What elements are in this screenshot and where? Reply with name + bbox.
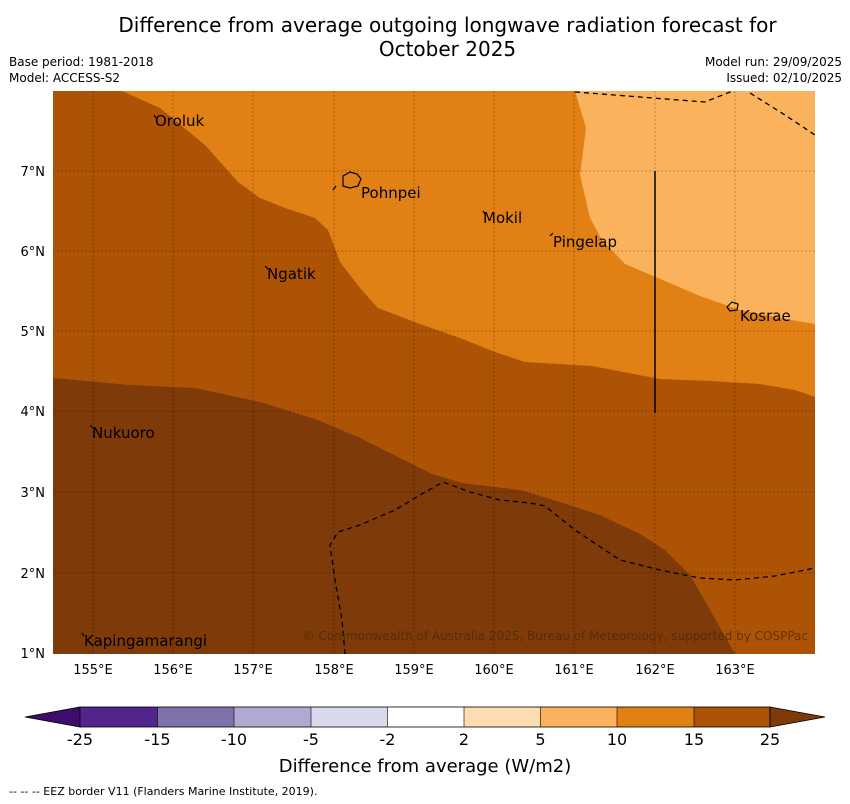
colorbar: -25 -15 -10 -5 -2 2 5 10 15 25 Differenc… xyxy=(24,706,826,777)
title-line-1: Difference from average outgoing longwav… xyxy=(118,13,777,37)
copyright-notice: © Commonwealth of Australia 2025, Bureau… xyxy=(303,629,808,643)
pohnpei-reef xyxy=(332,185,337,191)
lon-tick: 155°E xyxy=(73,663,113,678)
colorbar-segment xyxy=(464,707,541,727)
lon-tick: 156°E xyxy=(153,663,193,678)
map-panel: Oroluk Pohnpei Mokil Pingelap Ngatik Kos… xyxy=(53,91,815,654)
pingelap-atoll xyxy=(549,232,554,237)
place-ngatik: Ngatik xyxy=(267,265,316,283)
lon-axis: 155°E 156°E 157°E 158°E 159°E 160°E 161°… xyxy=(73,663,755,678)
eez-footnote: -- -- -- EEZ border V11 (Flanders Marine… xyxy=(9,785,318,798)
lon-tick: 159°E xyxy=(394,663,434,678)
place-mokil: Mokil xyxy=(483,209,522,227)
place-oroluk: Oroluk xyxy=(155,112,204,130)
anomaly-region-25-plus xyxy=(53,378,735,654)
issued-date: Issued: 02/10/2025 xyxy=(726,71,842,85)
place-pingelap: Pingelap xyxy=(553,233,617,251)
island-outlines xyxy=(81,114,739,637)
colorbar-segment xyxy=(617,707,694,727)
model-run: Model run: 29/09/2025 xyxy=(704,55,842,69)
ngatik-atoll xyxy=(264,265,269,270)
colorbar-segment xyxy=(157,707,234,727)
meta-left: Base period: 1981-2018 Model: ACCESS-S2 xyxy=(9,54,154,86)
colorbar-segment xyxy=(694,707,770,727)
place-kosrae: Kosrae xyxy=(740,307,791,325)
kapingamarangi-atoll xyxy=(81,632,85,637)
nukuoro-atoll xyxy=(89,424,94,429)
lat-tick: 4°N xyxy=(21,405,46,420)
lon-tick: 161°E xyxy=(554,663,594,678)
colorbar-tick: -25 xyxy=(67,730,93,749)
colorbar-tick: 25 xyxy=(760,730,780,749)
colorbar-segment xyxy=(540,707,617,727)
lat-tick: 2°N xyxy=(21,567,46,582)
lon-tick: 162°E xyxy=(635,663,675,678)
colorbar-segment xyxy=(311,707,388,727)
colorbar-label: Difference from average (W/m2) xyxy=(279,756,571,777)
colorbar-segment xyxy=(234,707,311,727)
colorbar-tick: 2 xyxy=(459,730,469,749)
lat-tick: 1°N xyxy=(21,647,46,662)
pohnpei-island xyxy=(342,171,362,189)
model-name: Model: ACCESS-S2 xyxy=(9,71,121,85)
oroluk-atoll xyxy=(153,114,157,119)
colorbar-segment xyxy=(80,707,158,727)
lon-tick: 160°E xyxy=(474,663,514,678)
place-pohnpei: Pohnpei xyxy=(361,184,421,202)
mokil-atoll xyxy=(482,210,486,215)
place-kapingamarangi: Kapingamarangi xyxy=(84,632,207,650)
title-line-2: October 2025 xyxy=(378,37,517,61)
lat-tick: 3°N xyxy=(21,486,46,501)
colorbar-segment xyxy=(387,707,464,727)
kosrae-island xyxy=(726,301,739,312)
meta-right: Model run: 29/09/2025 Issued: 02/10/2025 xyxy=(705,54,842,86)
lon-tick: 163°E xyxy=(715,663,755,678)
base-period: Base period: 1981-2018 xyxy=(9,55,154,69)
graticule xyxy=(53,91,815,654)
colorbar-tick: -10 xyxy=(221,730,247,749)
lat-tick: 5°N xyxy=(21,325,46,340)
lon-tick: 158°E xyxy=(314,663,354,678)
colorbar-low-extension xyxy=(24,706,81,728)
anomaly-region-5-10 xyxy=(575,91,815,324)
colorbar-high-extension xyxy=(769,706,826,728)
lat-tick: 7°N xyxy=(21,165,46,180)
place-nukuoro: Nukuoro xyxy=(92,424,155,442)
colorbar-tick: 5 xyxy=(535,730,545,749)
colorbar-tick: -5 xyxy=(303,730,319,749)
colorbar-tick: -15 xyxy=(144,730,170,749)
colorbar-tick: 10 xyxy=(607,730,627,749)
lon-tick: 157°E xyxy=(233,663,273,678)
lat-tick: 6°N xyxy=(21,245,46,260)
colorbar-tick: -2 xyxy=(380,730,396,749)
colorbar-tick: 15 xyxy=(684,730,704,749)
map-title: Difference from average outgoing longwav… xyxy=(0,13,850,61)
lat-axis: 1°N 2°N 3°N 4°N 5°N 6°N 7°N xyxy=(21,165,46,662)
eez-border xyxy=(329,91,815,654)
